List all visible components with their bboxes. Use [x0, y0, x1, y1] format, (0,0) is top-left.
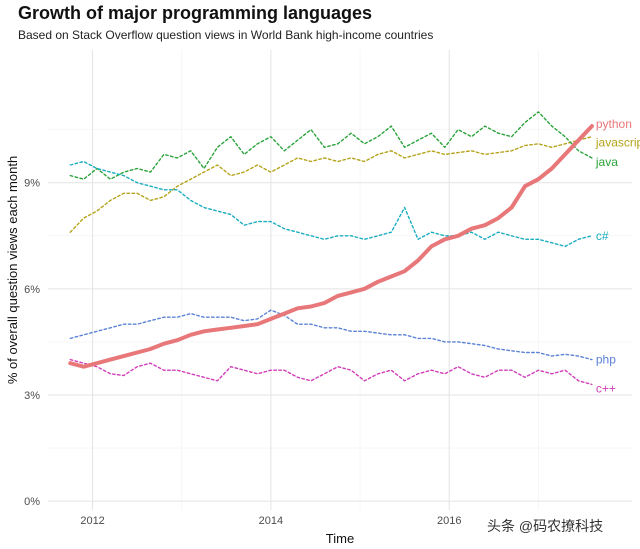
series-line-javascript: [69, 136, 593, 233]
series-label: c#: [596, 229, 609, 243]
y-tick-label: 9%: [24, 178, 40, 190]
series-label: java: [595, 155, 618, 169]
x-axis-title: Time: [326, 531, 354, 546]
series-label: c++: [596, 381, 616, 395]
y-axis-title: % of overall question views each month: [5, 156, 20, 384]
x-axis-ticks: 2012 2014 2016: [80, 515, 461, 527]
series-labels: python javascript java c# php c++: [595, 117, 640, 395]
y-tick-label: 3%: [24, 390, 40, 402]
y-axis-ticks: 0% 3% 6% 9%: [24, 178, 40, 508]
series-line-php: [69, 309, 593, 361]
watermark: 头条 @码农撩科技: [487, 518, 604, 534]
series-line-cpp: [69, 358, 593, 386]
x-tick-label: 2016: [437, 515, 461, 527]
y-tick-label: 6%: [24, 284, 40, 296]
series-label: javascript: [595, 136, 640, 150]
chart-subtitle: Based on Stack Overflow question views i…: [18, 28, 434, 42]
x-tick-label: 2012: [80, 515, 104, 527]
series-line-java: [69, 111, 593, 180]
series-line-csharp: [69, 160, 593, 248]
plot-panel: [48, 50, 632, 510]
series-label: python: [596, 117, 632, 131]
series-line-python: [68, 124, 594, 369]
series-lines: [68, 111, 594, 386]
x-tick-label: 2014: [259, 515, 283, 527]
y-tick-label: 0%: [24, 496, 40, 508]
series-label: php: [596, 353, 616, 367]
chart-title: Growth of major programming languages: [18, 3, 373, 23]
